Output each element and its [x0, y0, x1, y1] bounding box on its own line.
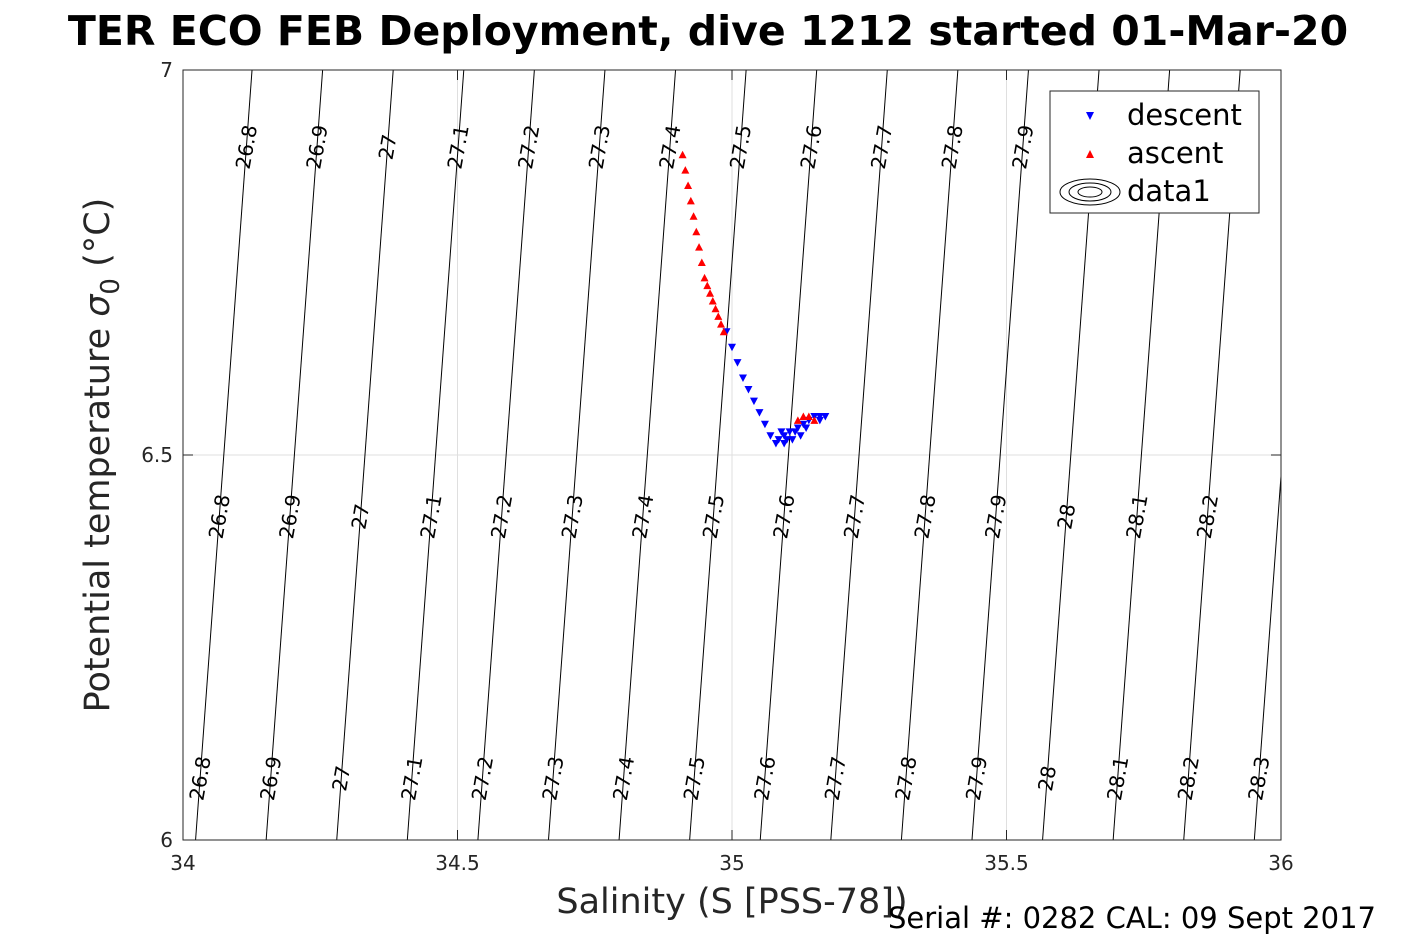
ascent-point: [695, 243, 704, 251]
ascent-point: [706, 289, 715, 297]
ascent-point: [714, 312, 723, 320]
contour-icon: [1059, 178, 1121, 206]
y-axis-ticks: 66.57: [141, 58, 1281, 852]
descent-point: [744, 386, 753, 394]
ascent-point: [678, 150, 687, 159]
isopycnal-line: [830, 69, 888, 841]
x-tick-label: 34: [170, 851, 195, 875]
descent-point: [738, 374, 747, 382]
descent-point: [815, 416, 824, 425]
ascent-point: [708, 297, 717, 305]
legend-label-descent: descent: [1127, 98, 1242, 132]
x-tick-label: 34.5: [435, 851, 480, 875]
legend-label-data1: data1: [1127, 174, 1211, 208]
descent-point: [728, 343, 736, 352]
isopycnal-line: [336, 69, 394, 841]
ascent-point: [681, 166, 690, 174]
y-axis-label: Potential temperature σ0 (°C): [78, 198, 126, 713]
legend-entry-data1[interactable]: data1: [1059, 174, 1211, 208]
isopycnal-line: [406, 69, 465, 841]
y-axis-label-subscript: 0: [96, 278, 126, 295]
isopycnal-line: [1253, 476, 1282, 841]
isopycnal-line: [971, 69, 1029, 841]
isopycnal-line: [759, 69, 818, 841]
ascent-point: [692, 227, 701, 236]
legend-label-ascent: ascent: [1127, 136, 1223, 170]
serial-calibration-note: Serial #: 0282 CAL: 09 Sept 2017: [888, 901, 1376, 935]
legend-entry-ascent[interactable]: ascent: [1086, 136, 1223, 170]
ascent-point: [719, 327, 728, 336]
descent-point: [774, 436, 783, 444]
descent-point: [785, 428, 794, 436]
descent-point: [749, 397, 758, 406]
ascent-marker-icon: [1086, 150, 1094, 158]
isopycnal-label: 27: [327, 764, 355, 793]
isopycnal-line: [689, 69, 747, 841]
descent-point: [821, 413, 830, 421]
y-tick-label: 6.5: [141, 443, 173, 467]
x-tick-label: 35.5: [984, 851, 1029, 875]
isopycnal-line: [900, 69, 959, 841]
ascent-point: [686, 196, 695, 205]
descent-point: [796, 432, 805, 440]
descent-point: [760, 420, 769, 429]
y-tick-label: 6: [160, 828, 173, 852]
isopycnal-line: [618, 69, 677, 841]
series-ascent: [678, 150, 819, 424]
descent-point: [815, 413, 824, 421]
ascent-point: [804, 412, 813, 420]
x-axis-label: Salinity (S [PSS-78]): [556, 882, 907, 922]
isopycnal-label: 28: [1033, 764, 1061, 793]
ascent-point: [799, 412, 808, 420]
isopycnal-label: 28: [1052, 502, 1080, 531]
descent-point: [766, 432, 775, 440]
ascent-point: [810, 416, 819, 424]
y-tick-label: 7: [160, 58, 173, 82]
ascent-point: [689, 212, 698, 220]
data-series: [678, 150, 830, 448]
isopycnal-line: [477, 69, 535, 841]
y-axis-label-main: Potential temperature: [78, 317, 118, 713]
density-contours: [195, 69, 1282, 841]
descent-point: [777, 428, 786, 436]
x-tick-label: 36: [1268, 851, 1293, 875]
legend-box: [1049, 90, 1260, 214]
ascent-point: [697, 258, 706, 266]
descent-point: [788, 436, 797, 444]
legend[interactable]: descent ascent data1: [1049, 90, 1260, 214]
isopycnal-label: 27: [346, 502, 374, 531]
ascent-point: [717, 320, 726, 328]
grid-lines: [183, 70, 1281, 840]
ascent-point: [711, 304, 720, 313]
y-axis-label-unit: (°C): [78, 198, 118, 278]
chart-title: TER ECO FEB Deployment, dive 1212 starte…: [68, 7, 1348, 55]
isopycnal-line: [265, 69, 324, 841]
ascent-point: [700, 273, 709, 282]
descent-point: [733, 359, 742, 367]
legend-entry-descent[interactable]: descent: [1086, 98, 1242, 132]
series-descent: [722, 328, 830, 448]
isopycnal-line: [547, 69, 606, 841]
ascent-point: [703, 281, 712, 290]
descent-point: [780, 432, 789, 440]
ascent-point: [684, 181, 693, 189]
descent-point: [755, 409, 764, 417]
x-tick-label: 35: [719, 851, 744, 875]
descent-point: [793, 424, 802, 433]
ascent-point: [793, 416, 802, 424]
descent-point: [802, 424, 811, 433]
isopycnal-label: 27: [374, 132, 402, 161]
descent-marker-icon: [1086, 112, 1094, 120]
x-axis-ticks: 34 34.5 35 35.5 36: [170, 70, 1294, 875]
y-axis-label-symbol: σ: [78, 293, 118, 317]
descent-point: [782, 436, 791, 444]
descent-point: [799, 420, 808, 429]
isopycnal-line: [195, 69, 253, 841]
